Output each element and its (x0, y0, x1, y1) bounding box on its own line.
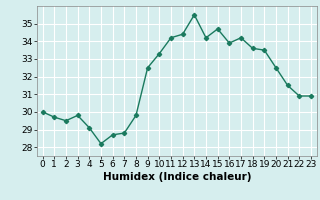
X-axis label: Humidex (Indice chaleur): Humidex (Indice chaleur) (102, 172, 251, 182)
